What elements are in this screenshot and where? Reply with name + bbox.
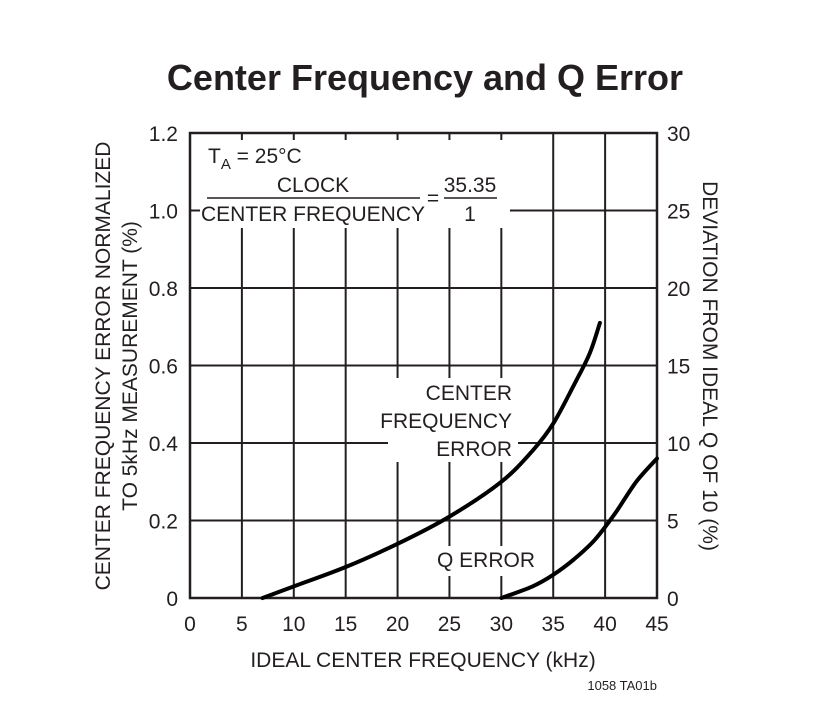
- y-left-axis-label: CENTER FREQUENCY ERROR NORMALIZED TO 5kH…: [92, 142, 142, 591]
- annotation-background: [200, 140, 510, 228]
- y-right-tick-label: 25: [667, 201, 690, 224]
- ratio-value-denominator: 1: [464, 203, 476, 226]
- temperature-note: TA = 25°C: [208, 145, 302, 173]
- chart-title: Center Frequency and Q Error: [167, 57, 683, 98]
- ratio-value-numerator: 35.35: [444, 174, 497, 197]
- q-label-background: [438, 546, 538, 576]
- y-right-tick-labels: 0 5 10 15 20 25 30: [667, 123, 690, 611]
- cf-error-label-line-3: ERROR: [436, 438, 512, 461]
- x-tick-label: 30: [490, 613, 513, 636]
- ratio-numerator: CLOCK: [277, 174, 349, 197]
- x-tick-label: 35: [542, 613, 565, 636]
- y-right-tick-label: 30: [667, 123, 690, 146]
- y-left-tick-label: 0.2: [149, 511, 178, 534]
- x-tick-label: 20: [386, 613, 409, 636]
- figure-id: 1058 TA01b: [587, 678, 657, 693]
- y-left-axis-label-line-2: TO 5kHz MEASUREMENT (%): [119, 221, 142, 511]
- y-left-tick-label: 1.2: [149, 123, 178, 146]
- y-right-tick-label: 10: [667, 433, 690, 456]
- ratio-denominator: CENTER FREQUENCY: [201, 203, 425, 226]
- y-right-axis-label-text: DEVIATION FROM IDEAL Q OF 10 (%): [698, 181, 721, 551]
- y-right-tick-label: 20: [667, 278, 690, 301]
- cf-label-background: [388, 378, 518, 462]
- temp-value: = 25°C: [231, 145, 302, 168]
- x-tick-label: 25: [438, 613, 461, 636]
- x-tick-label: 15: [334, 613, 357, 636]
- ratio-equals: =: [427, 187, 439, 210]
- y-right-tick-label: 5: [667, 511, 679, 534]
- series-center-frequency-error: [260, 320, 602, 600]
- x-tick-labels: 0 5 10 15 20 25 30 35 40 45: [184, 613, 669, 636]
- y-left-tick-label: 0.4: [149, 433, 179, 456]
- series-group: [260, 320, 659, 600]
- cf-error-label-line-2: FREQUENCY: [380, 410, 512, 433]
- x-tick-label: 0: [184, 613, 196, 636]
- x-tick-label: 5: [236, 613, 248, 636]
- plot-frame: [188, 131, 659, 600]
- y-left-axis-label-line-1: CENTER FREQUENCY ERROR NORMALIZED: [92, 142, 115, 591]
- temp-symbol: T: [208, 145, 221, 168]
- y-left-tick-labels: 0 0.2 0.4 0.6 0.8 1.0 1.2: [149, 123, 179, 611]
- x-tick-label: 45: [645, 613, 668, 636]
- series-q-error: [499, 456, 659, 600]
- y-right-tick-label: 0: [667, 588, 679, 611]
- y-right-tick-label: 15: [667, 356, 690, 379]
- y-left-tick-label: 0.6: [149, 356, 178, 379]
- y-left-tick-label: 0: [166, 588, 178, 611]
- x-axis-label: IDEAL CENTER FREQUENCY (kHz): [250, 649, 595, 672]
- y-left-tick-label: 1.0: [149, 201, 178, 224]
- q-error-label: Q ERROR: [437, 549, 535, 572]
- y-right-axis-label: DEVIATION FROM IDEAL Q OF 10 (%): [698, 181, 721, 551]
- x-tick-label: 40: [593, 613, 616, 636]
- temp-subscript: A: [221, 156, 231, 173]
- cf-error-label-line-1: CENTER: [426, 382, 512, 405]
- x-tick-label: 10: [282, 613, 305, 636]
- y-left-tick-label: 0.8: [149, 278, 178, 301]
